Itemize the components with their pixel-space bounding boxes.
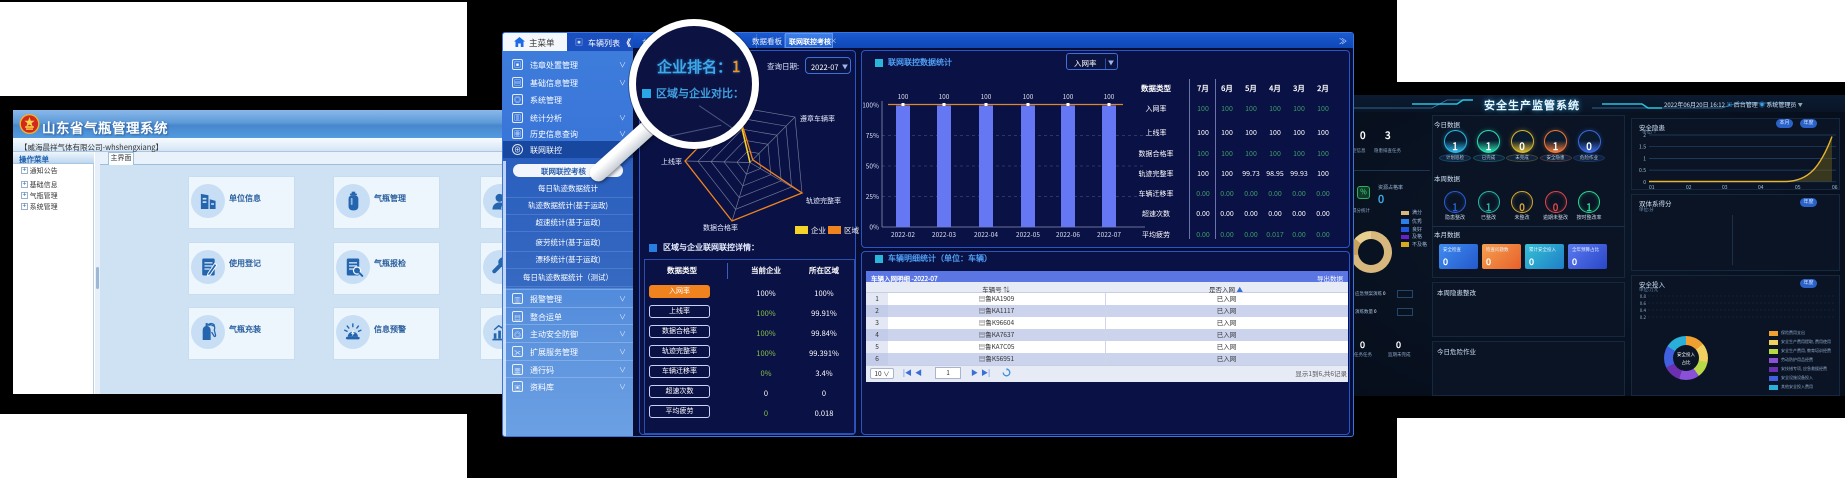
svg-text:2022-05: 2022-05 bbox=[1016, 229, 1040, 239]
svg-text:06: 06 bbox=[1832, 184, 1838, 190]
svg-text:数据合格率: 数据合格率 bbox=[703, 223, 738, 233]
svg-text:遵章车辆率: 遵章车辆率 bbox=[800, 114, 835, 124]
svg-text:2022-07: 2022-07 bbox=[1097, 229, 1121, 239]
svg-text:0.8: 0.8 bbox=[1640, 294, 1647, 300]
svg-text:1.5: 1.5 bbox=[1639, 144, 1646, 151]
svg-text:0: 0 bbox=[1643, 179, 1646, 186]
svg-text:03: 03 bbox=[1722, 184, 1728, 190]
svg-text:2022-02: 2022-02 bbox=[891, 229, 915, 239]
svg-text:1: 1 bbox=[1643, 155, 1646, 162]
svg-text:2022-06: 2022-06 bbox=[1056, 229, 1080, 239]
svg-text:05: 05 bbox=[1795, 184, 1801, 190]
svg-text:100: 100 bbox=[981, 91, 992, 101]
svg-text:02: 02 bbox=[1686, 184, 1692, 190]
svg-text:2022-04: 2022-04 bbox=[974, 229, 998, 239]
svg-text:50%: 50% bbox=[866, 161, 879, 171]
svg-text:轨迹完整率: 轨迹完整率 bbox=[806, 196, 841, 206]
svg-text:100: 100 bbox=[898, 91, 909, 101]
svg-text:0.4: 0.4 bbox=[1640, 308, 1647, 314]
svg-text:100%: 100% bbox=[863, 100, 879, 110]
svg-text:100: 100 bbox=[1104, 91, 1115, 101]
svg-text:75%: 75% bbox=[866, 130, 879, 140]
svg-text:100: 100 bbox=[1063, 91, 1074, 101]
svg-text:0.2: 0.2 bbox=[1640, 315, 1647, 321]
svg-text:0.6: 0.6 bbox=[1640, 301, 1647, 307]
svg-text:01: 01 bbox=[1649, 184, 1655, 190]
svg-text:上线率: 上线率 bbox=[661, 157, 682, 167]
svg-text:0%: 0% bbox=[869, 222, 879, 232]
svg-text:2: 2 bbox=[1643, 132, 1646, 139]
svg-text:0.5: 0.5 bbox=[1639, 167, 1646, 174]
svg-text:25%: 25% bbox=[866, 191, 879, 201]
svg-text:100: 100 bbox=[939, 91, 950, 101]
svg-text:04: 04 bbox=[1758, 184, 1764, 190]
svg-text:100: 100 bbox=[1023, 91, 1034, 101]
svg-text:2022-03: 2022-03 bbox=[932, 229, 956, 239]
